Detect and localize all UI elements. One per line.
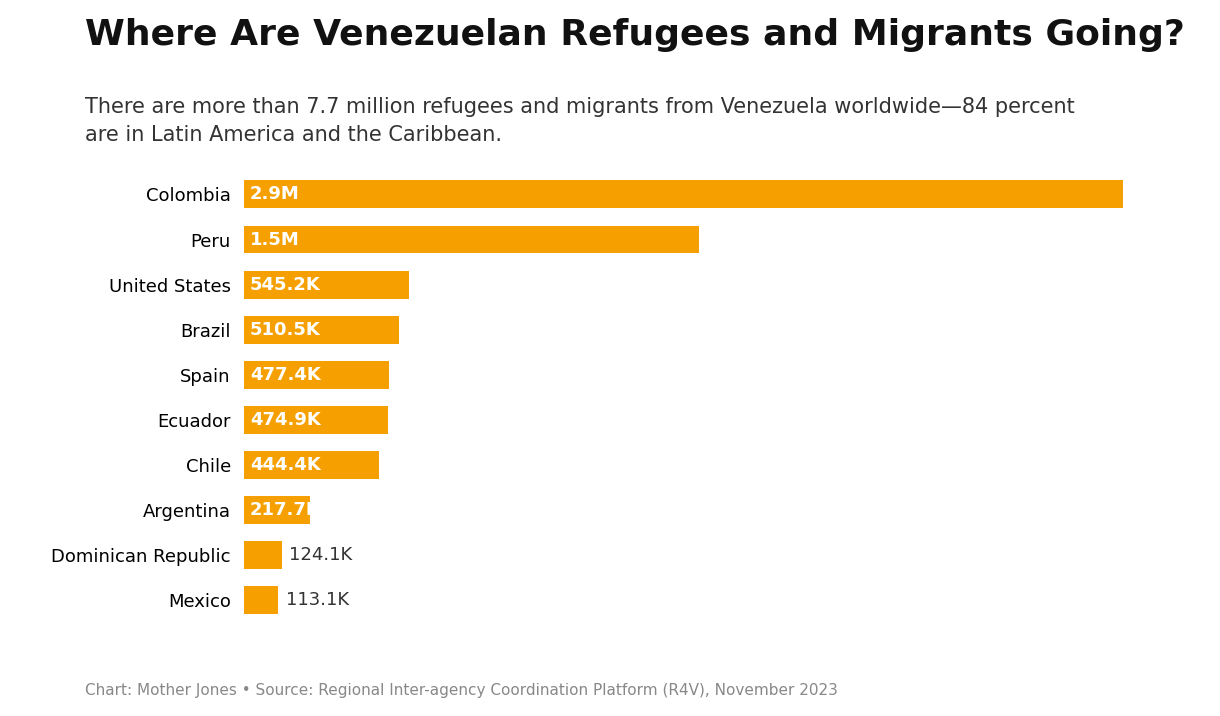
- Bar: [244, 180, 1122, 208]
- Text: 477.4K: 477.4K: [250, 366, 321, 384]
- Text: 113.1K: 113.1K: [285, 591, 349, 609]
- Bar: [244, 451, 378, 479]
- Bar: [244, 226, 699, 253]
- Text: Chart: Mother Jones • Source: Regional Inter-agency Coordination Platform (R4V),: Chart: Mother Jones • Source: Regional I…: [85, 683, 838, 698]
- Bar: [244, 271, 409, 299]
- Text: 217.7K: 217.7K: [250, 501, 321, 519]
- Text: 1.5M: 1.5M: [250, 231, 300, 248]
- Text: 545.2K: 545.2K: [250, 276, 321, 294]
- Text: 510.5K: 510.5K: [250, 321, 321, 339]
- Text: 124.1K: 124.1K: [289, 546, 353, 564]
- Bar: [244, 496, 310, 524]
- Text: There are more than 7.7 million refugees and migrants from Venezuela worldwide—8: There are more than 7.7 million refugees…: [85, 97, 1075, 145]
- Bar: [244, 316, 399, 344]
- Bar: [244, 406, 388, 434]
- Text: Where Are Venezuelan Refugees and Migrants Going?: Where Are Venezuelan Refugees and Migran…: [85, 18, 1186, 52]
- Bar: [244, 541, 282, 569]
- Text: 2.9M: 2.9M: [250, 185, 300, 203]
- Text: 444.4K: 444.4K: [250, 456, 321, 474]
- Text: 474.9K: 474.9K: [250, 411, 321, 429]
- Bar: [244, 586, 278, 614]
- Bar: [244, 361, 389, 389]
